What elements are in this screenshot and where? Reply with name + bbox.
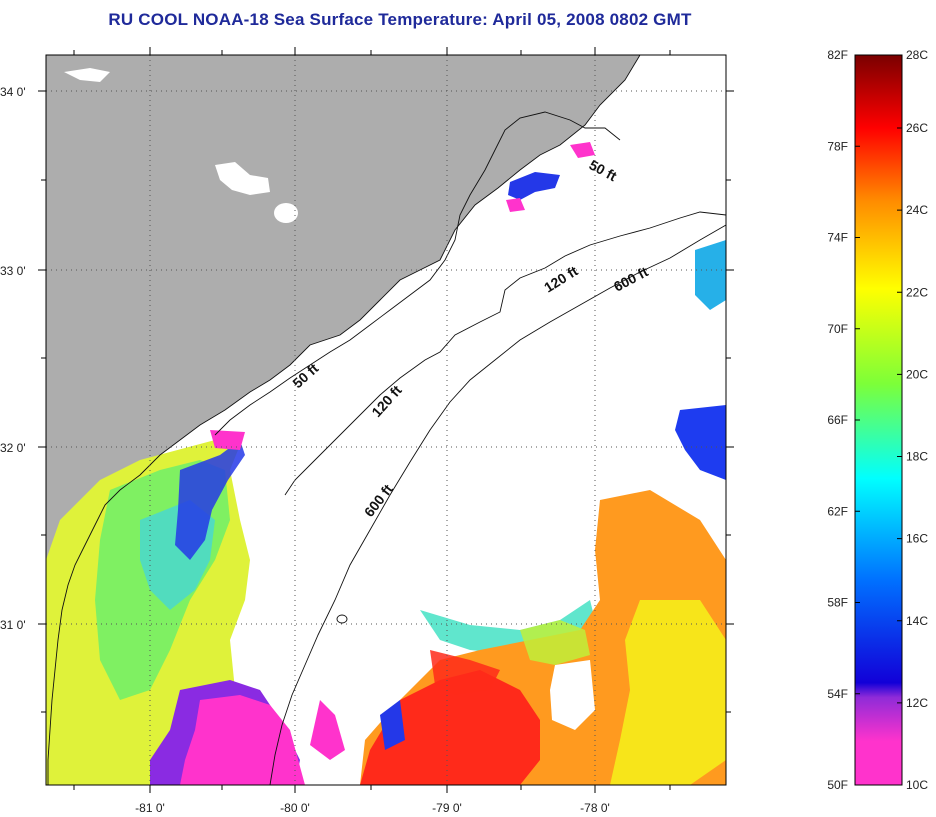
lon-label: -79 0' xyxy=(432,801,462,815)
colorbar-c-ticks xyxy=(897,54,902,786)
colorbar-label-f: 82F xyxy=(827,48,848,62)
lon-label: -81 0' xyxy=(135,801,165,815)
contour-600ft xyxy=(269,224,727,786)
colorbar-label-c: 18C xyxy=(906,450,928,464)
colorbar-label-f: 78F xyxy=(827,139,848,153)
colorbar-label-c: 26C xyxy=(906,121,928,135)
axis-ticks xyxy=(38,47,734,793)
sst-patch-magenta xyxy=(210,430,245,450)
colorbar-f-ticks xyxy=(855,54,860,786)
colorbar-label-c: 14C xyxy=(906,614,928,628)
contour-ring xyxy=(336,614,348,624)
colorbar-label-c: 10C xyxy=(906,778,928,792)
sst-patch-yellow xyxy=(610,600,726,785)
sst-patch-yellow-green xyxy=(520,620,590,665)
colorbar-label-c: 12C xyxy=(906,696,928,710)
sst-patch-blue xyxy=(380,700,405,750)
lat-label: 34 0' xyxy=(0,85,26,99)
lat-label: 31 0' xyxy=(0,618,26,632)
colorbar-label-c: 24C xyxy=(906,203,928,217)
contour-50ft xyxy=(214,111,621,436)
sst-patch-magenta xyxy=(570,142,595,158)
inland-lake xyxy=(64,68,110,82)
lon-label: -80 0' xyxy=(280,801,310,815)
sst-patch-blue xyxy=(175,440,245,560)
colorbar-label-f: 66F xyxy=(827,413,848,427)
contour-120ft xyxy=(284,211,727,496)
colorbar-label-f: 50F xyxy=(827,778,848,792)
lon-label: -78 0' xyxy=(580,801,610,815)
colorbar-label-c: 16C xyxy=(906,532,928,546)
coastline xyxy=(47,54,641,785)
colorbar-label-c: 22C xyxy=(906,285,928,299)
lat-label: 32 0' xyxy=(0,441,26,455)
cloud-gap xyxy=(550,660,595,730)
grid-lines xyxy=(46,55,726,785)
sst-patch-red xyxy=(430,650,500,695)
map-title: RU COOL NOAA-18 Sea Surface Temperature:… xyxy=(108,10,692,29)
inland-lake xyxy=(274,203,298,223)
sst-patch-blue xyxy=(675,405,726,480)
sst-patch-magenta xyxy=(310,700,345,760)
colorbar-label-f: 54F xyxy=(827,687,848,701)
inland-lake xyxy=(215,162,270,195)
colorbar-label-f: 70F xyxy=(827,322,848,336)
colorbar xyxy=(854,54,903,786)
sst-patch-magenta xyxy=(506,198,525,212)
sst-patch-red xyxy=(360,670,540,785)
colorbar-label-f: 74F xyxy=(827,231,848,245)
sst-patch-blue xyxy=(508,172,560,200)
map-frame xyxy=(45,54,727,786)
lat-label: 33 0' xyxy=(0,264,26,278)
colorbar-label-f: 58F xyxy=(827,596,848,610)
sst-patch-cyan-blue xyxy=(695,240,726,310)
colorbar-label-f: 62F xyxy=(827,504,848,518)
colorbar-label-c: 20C xyxy=(906,367,928,381)
land-mass xyxy=(46,55,640,785)
colorbar-label-c: 28C xyxy=(906,48,928,62)
